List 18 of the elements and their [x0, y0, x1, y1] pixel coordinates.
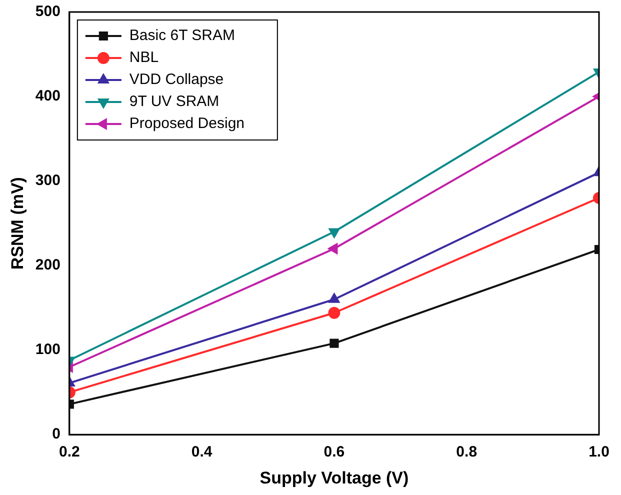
- y-tick-label: 0: [52, 426, 60, 443]
- x-tick-label: 0.8: [456, 444, 478, 461]
- legend-label: 9T UV SRAM: [129, 93, 220, 110]
- y-tick-label: 100: [35, 341, 60, 358]
- x-tick-label: 0.6: [324, 444, 345, 461]
- y-tick-label: 300: [35, 172, 60, 190]
- y-tick-label: 500: [35, 3, 60, 20]
- x-tick-label: 1.0: [588, 444, 610, 461]
- y-tick-label: 200: [35, 256, 60, 274]
- legend-label: VDD Collapse: [129, 71, 224, 88]
- x-axis-title: Supply Voltage (V): [260, 468, 409, 488]
- legend-label: NBL: [129, 49, 159, 66]
- legend-label: Basic 6T SRAM: [129, 27, 236, 44]
- legend-label: Proposed Design: [129, 115, 245, 132]
- y-tick-label: 400: [35, 88, 60, 105]
- x-tick-label: 0.2: [58, 444, 80, 461]
- y-axis-title: RSNM (mV): [8, 177, 27, 270]
- x-tick-label: 0.4: [191, 444, 213, 461]
